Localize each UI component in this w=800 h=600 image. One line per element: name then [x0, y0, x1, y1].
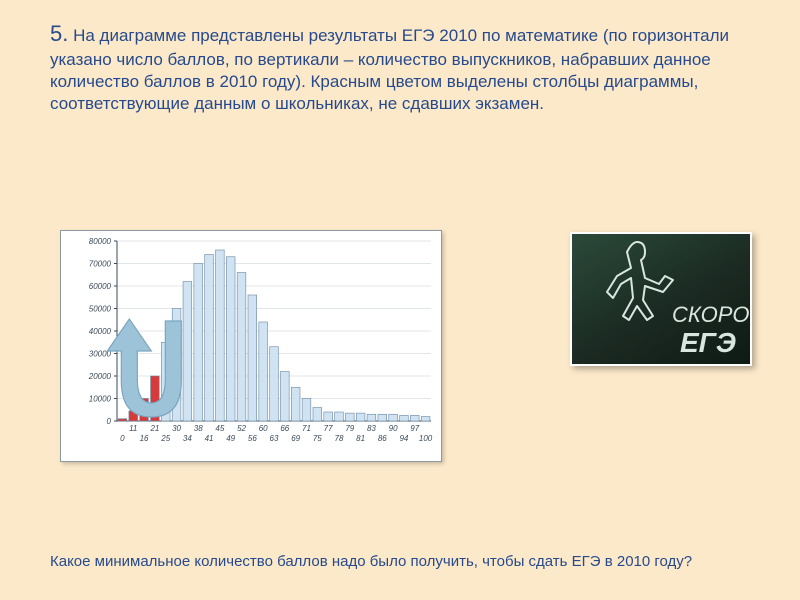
svg-text:49: 49	[226, 434, 235, 443]
svg-text:50000: 50000	[89, 305, 112, 314]
svg-text:60: 60	[259, 424, 268, 433]
problem-text: На диаграмме представлены результаты ЕГЭ…	[50, 26, 729, 113]
svg-text:83: 83	[367, 424, 376, 433]
svg-text:100: 100	[419, 434, 433, 443]
svg-text:66: 66	[280, 424, 289, 433]
svg-text:78: 78	[335, 434, 344, 443]
svg-text:69: 69	[291, 434, 300, 443]
svg-text:75: 75	[313, 434, 322, 443]
svg-text:40000: 40000	[89, 327, 112, 336]
svg-text:56: 56	[248, 434, 257, 443]
svg-text:63: 63	[270, 434, 279, 443]
svg-text:0: 0	[107, 417, 112, 426]
svg-text:71: 71	[302, 424, 311, 433]
slide: 5. На диаграмме представлены результаты …	[0, 0, 800, 600]
histogram-svg: 0100002000030000400005000060000700008000…	[61, 231, 441, 461]
svg-text:81: 81	[356, 434, 365, 443]
problem-number: 5.	[50, 21, 68, 46]
svg-text:90: 90	[389, 424, 398, 433]
svg-text:86: 86	[378, 434, 387, 443]
svg-text:34: 34	[183, 434, 192, 443]
svg-text:0: 0	[120, 434, 125, 443]
svg-text:79: 79	[345, 424, 354, 433]
chalk-photo: СКОРО ЕГЭ	[570, 232, 752, 366]
svg-text:70000: 70000	[89, 260, 112, 269]
svg-text:60000: 60000	[89, 282, 112, 291]
svg-text:94: 94	[399, 434, 408, 443]
ege-histogram: 0100002000030000400005000060000700008000…	[60, 230, 442, 462]
u-turn-arrow-icon	[107, 319, 181, 417]
photo-line1: СКОРО	[672, 302, 750, 327]
svg-text:41: 41	[205, 434, 214, 443]
photo-line2: ЕГЭ	[680, 327, 736, 358]
svg-text:25: 25	[160, 434, 170, 443]
svg-text:16: 16	[140, 434, 149, 443]
svg-text:10000: 10000	[89, 395, 112, 404]
svg-text:97: 97	[410, 424, 419, 433]
svg-text:45: 45	[215, 424, 224, 433]
svg-text:52: 52	[237, 424, 246, 433]
problem-statement: 5. На диаграмме представлены результаты …	[50, 20, 750, 115]
chalk-figure-icon	[607, 242, 673, 320]
svg-text:30: 30	[172, 424, 181, 433]
svg-text:21: 21	[149, 424, 159, 433]
question-text: Какое минимальное количество баллов надо…	[50, 553, 750, 570]
svg-text:80000: 80000	[89, 237, 112, 246]
svg-text:11: 11	[129, 424, 137, 433]
chalk-drawing: СКОРО ЕГЭ	[572, 234, 750, 364]
svg-text:38: 38	[194, 424, 203, 433]
svg-text:77: 77	[324, 424, 333, 433]
svg-text:20000: 20000	[88, 372, 112, 381]
